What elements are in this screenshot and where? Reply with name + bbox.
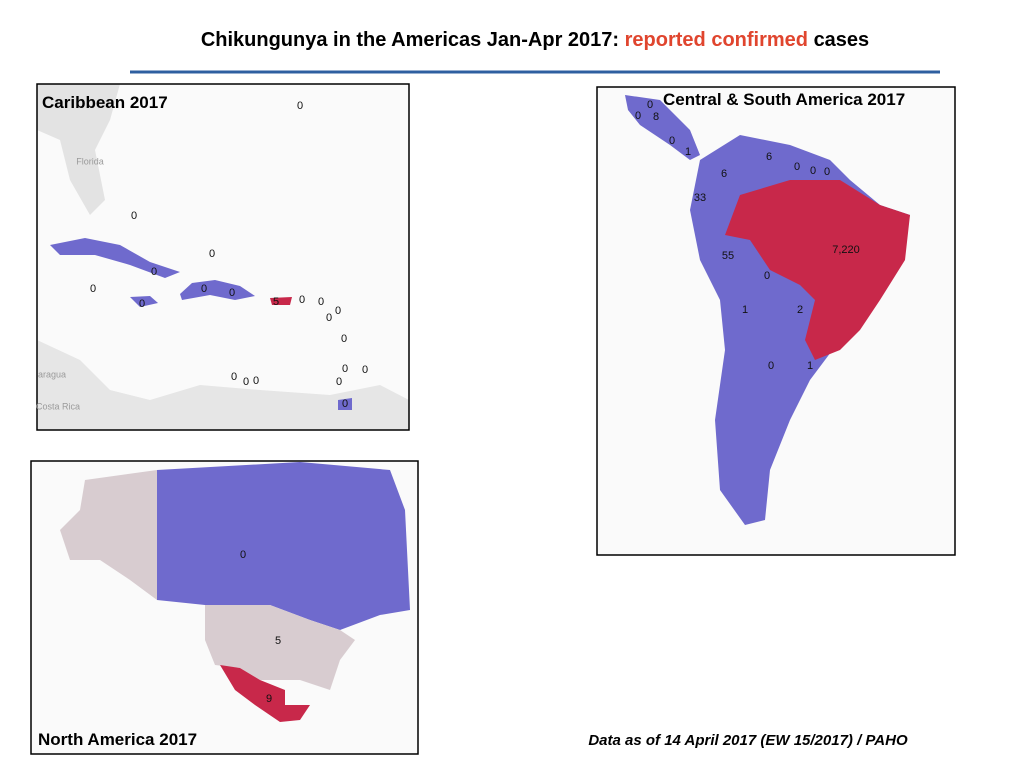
case-label: 0 <box>647 99 653 111</box>
panel-title: Caribbean 2017 <box>42 93 168 112</box>
title-highlight: reported confirmed <box>625 29 808 51</box>
case-label: 0 <box>764 270 770 282</box>
case-label: 2 <box>797 304 803 316</box>
central-america <box>625 95 700 160</box>
case-label: 0 <box>201 283 207 295</box>
case-label: 9 <box>266 693 272 705</box>
case-label: 33 <box>694 192 706 204</box>
case-label: 5 <box>273 296 279 308</box>
case-label: 0 <box>229 287 235 299</box>
jamaica <box>130 296 158 307</box>
hispaniola <box>180 280 255 300</box>
case-label: 0 <box>131 210 137 222</box>
case-label: 6 <box>721 168 727 180</box>
case-label: 7,220 <box>832 244 860 256</box>
case-label: 0 <box>326 312 332 324</box>
case-label: 8 <box>653 111 659 123</box>
south-america-map: Central & South America 2017 <box>596 86 956 556</box>
case-label: 0 <box>243 376 249 388</box>
panel-frame <box>30 460 419 755</box>
case-label: 0 <box>341 333 347 345</box>
panel-title: Central & South America 2017 <box>663 90 905 109</box>
north-america-map: North America 2017 <box>30 460 419 755</box>
trinidad <box>338 398 352 410</box>
united-states <box>205 605 355 690</box>
case-label: 0 <box>253 375 259 387</box>
case-label: 0 <box>240 549 246 561</box>
slide-title: Chikungunya in the Americas Jan-Apr 2017… <box>201 29 869 51</box>
case-label: 0 <box>151 266 157 278</box>
case-label: 0 <box>635 110 641 122</box>
case-label: 0 <box>335 305 341 317</box>
case-label: 0 <box>297 100 303 112</box>
panel-frame <box>36 83 410 431</box>
title-suffix: cases <box>814 29 870 51</box>
case-label: 0 <box>768 360 774 372</box>
panel-frame <box>596 86 956 556</box>
case-label: 0 <box>139 298 145 310</box>
case-label: 0 <box>90 283 96 295</box>
basemap-label: Costa Rica <box>36 401 80 411</box>
case-label: 0 <box>299 294 305 306</box>
case-label: 1 <box>807 360 813 372</box>
case-label: 0 <box>362 364 368 376</box>
florida-land <box>37 84 120 215</box>
case-label: 1 <box>742 304 748 316</box>
case-label: 0 <box>342 398 348 410</box>
caribbean-map: Caribbean 2017 <box>36 83 410 431</box>
case-label: 0 <box>810 165 816 177</box>
case-label: 55 <box>722 250 734 262</box>
case-label: 0 <box>209 248 215 260</box>
mexico <box>220 665 310 722</box>
canada <box>157 462 410 630</box>
case-label: 0 <box>336 376 342 388</box>
puerto-rico <box>270 297 292 305</box>
basemap-label: aragua <box>38 369 66 379</box>
title-prefix: Chikungunya in the Americas Jan-Apr 2017… <box>201 29 619 51</box>
south-land <box>37 340 409 430</box>
case-label: 5 <box>275 635 281 647</box>
case-label: 0 <box>342 363 348 375</box>
footer-note: Data as of 14 April 2017 (EW 15/2017) / … <box>588 732 908 749</box>
case-label: 0 <box>669 135 675 147</box>
case-label: 1 <box>685 146 691 158</box>
case-label: 0 <box>794 161 800 173</box>
case-label: 0 <box>318 296 324 308</box>
brazil <box>725 180 910 360</box>
cuba <box>50 238 180 278</box>
case-label: 0 <box>231 371 237 383</box>
alaska <box>60 470 157 600</box>
basemap-label: Florida <box>76 156 104 166</box>
case-label: 6 <box>766 151 772 163</box>
case-label: 0 <box>824 166 830 178</box>
panel-title: North America 2017 <box>38 730 197 749</box>
